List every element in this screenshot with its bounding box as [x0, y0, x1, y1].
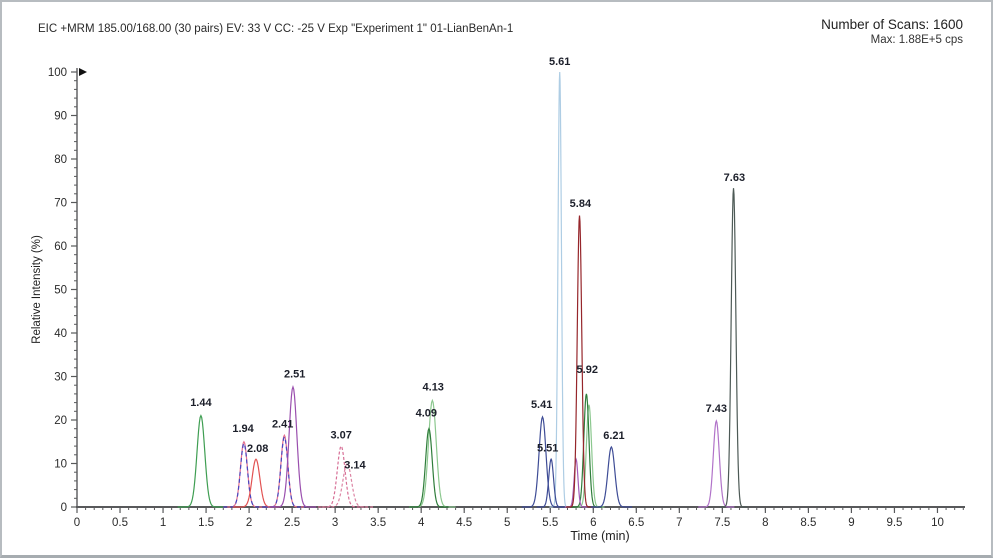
x-tick-label: 9.5 [886, 517, 902, 529]
x-tick-label: 0.5 [112, 517, 128, 529]
y-tick-label: 10 [54, 459, 67, 471]
peak-label-5.61: 5.61 [549, 56, 570, 68]
peak-7.63-trace [719, 188, 748, 508]
experiment-title: EIC +MRM 185.00/168.00 (30 pairs) EV: 33… [38, 23, 514, 35]
peak-3.07-trace [317, 444, 365, 508]
x-tick-label: 6.5 [628, 517, 644, 529]
y-tick-label: 0 [61, 502, 67, 514]
x-tick-label: 2.5 [284, 517, 300, 529]
peak-label-6.21: 6.21 [603, 430, 624, 442]
peak-1.94-blue-trace [223, 442, 265, 508]
scan-info-block: Number of Scans: 1600 Max: 1.88E+5 cps [821, 16, 963, 48]
x-tick-label: 4.5 [456, 517, 472, 529]
y-axis-title: Relative Intensity (%) [31, 235, 43, 344]
peak-label-2.41: 2.41 [272, 418, 293, 430]
x-tick-label: 1.5 [198, 517, 214, 529]
peak-label-3.07: 3.07 [330, 429, 351, 441]
y-tick-label: 80 [54, 154, 67, 166]
peak-4.09-trace [409, 427, 449, 508]
peak-label-1.44: 1.44 [190, 397, 212, 409]
y-tick-label: 90 [54, 111, 67, 123]
max-intensity-label: Max: 1.88E+5 cps [870, 34, 963, 46]
y-tick-label: 100 [48, 67, 67, 79]
peak-label-5.41: 5.41 [531, 399, 552, 411]
peak-label-2.51: 2.51 [284, 368, 305, 380]
peak-6.21-trace [590, 445, 632, 508]
y-tick-label: 30 [54, 372, 67, 384]
y-tick-label: 70 [54, 198, 67, 210]
peak-2.51-trace [269, 385, 317, 508]
peak-5.41-trace [521, 415, 564, 508]
x-tick-label: 8 [762, 517, 768, 529]
x-tick-label: 0 [74, 517, 80, 529]
peak-5.84-trace [566, 215, 593, 508]
x-tick-label: 9 [848, 517, 854, 529]
peak-label-5.84: 5.84 [570, 198, 592, 210]
peak-label-3.14: 3.14 [344, 460, 366, 472]
x-tick-label: 8.5 [800, 517, 816, 529]
x-tick-label: 7 [676, 517, 682, 529]
x-tick-label: 3.5 [370, 517, 386, 529]
number-of-scans-label: Number of Scans: 1600 [821, 17, 963, 32]
x-tick-label: 3 [332, 517, 338, 529]
x-tick-label: 5 [504, 517, 510, 529]
y-tick-label: 60 [54, 241, 67, 253]
x-tick-label: 4 [418, 517, 425, 529]
y-tick-label: 40 [54, 328, 67, 340]
x-tick-label: 6 [590, 517, 596, 529]
peak-1.44-trace [177, 414, 225, 508]
peak-label-4.13: 4.13 [423, 381, 444, 393]
x-tick-label: 1 [160, 517, 166, 529]
peak-label-4.09: 4.09 [416, 408, 437, 420]
peak-5.61-trace [549, 71, 571, 508]
x-tick-label: 10 [931, 517, 944, 529]
x-axis-title: Time (min) [570, 529, 629, 543]
peak-5.51-trace [536, 457, 566, 508]
peak-7.43-trace [698, 419, 735, 508]
peak-5.95-trace [573, 404, 605, 508]
x-tick-label: 2 [246, 517, 252, 529]
peak-label-2.08: 2.08 [247, 443, 268, 455]
peak-label-5.51: 5.51 [537, 442, 558, 454]
x-tick-label: 5.5 [542, 517, 558, 529]
peak-3.14-trace [321, 462, 373, 508]
y-tick-label: 20 [54, 415, 67, 427]
y-tick-label: 50 [54, 285, 67, 297]
peak-label-1.94: 1.94 [232, 423, 254, 435]
x-tick-label: 7.5 [714, 517, 730, 529]
peak-label-5.92: 5.92 [577, 364, 598, 376]
scale-marker-icon [79, 68, 87, 76]
peak-2.08-trace [232, 458, 280, 508]
peak-label-7.43: 7.43 [706, 403, 727, 415]
peak-label-7.63: 7.63 [724, 172, 745, 184]
